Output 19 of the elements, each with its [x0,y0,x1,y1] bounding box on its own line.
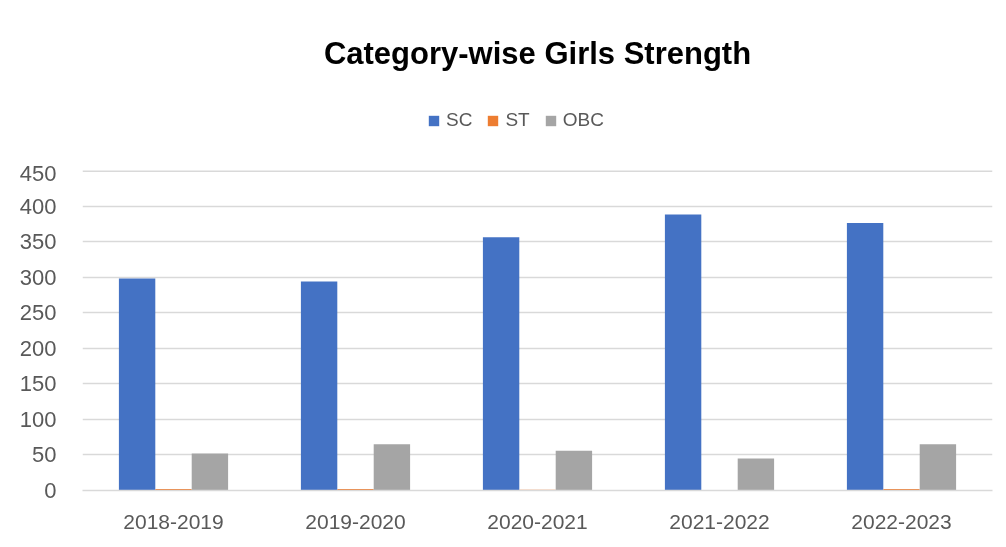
y-tick-label: 150 [19,371,57,397]
y-tick-label: 100 [19,406,57,432]
y-tick-label: 350 [19,229,57,255]
x-tick-label: 2022-2023 [851,509,952,533]
y-tick-label: 300 [19,264,57,290]
y-tick-label: 400 [19,193,57,219]
x-tick-label: 2021-2022 [669,509,770,533]
legend-label: ST [505,109,530,131]
x-tick-label: 2018-2019 [123,509,224,533]
x-tick-label: 2019-2020 [305,509,406,533]
y-tick-label: 50 [32,442,57,468]
x-tick-label: 2020-2021 [487,509,588,533]
legend-label: OBC [562,109,604,131]
y-tick-label: 200 [19,335,57,361]
y-tick-label: 450 [19,160,57,186]
y-tick-label: 0 [44,478,57,503]
legend-label: SC [446,109,473,131]
chart-title: Category-wise Girls Strength [323,35,752,71]
y-tick-label: 250 [19,300,57,326]
